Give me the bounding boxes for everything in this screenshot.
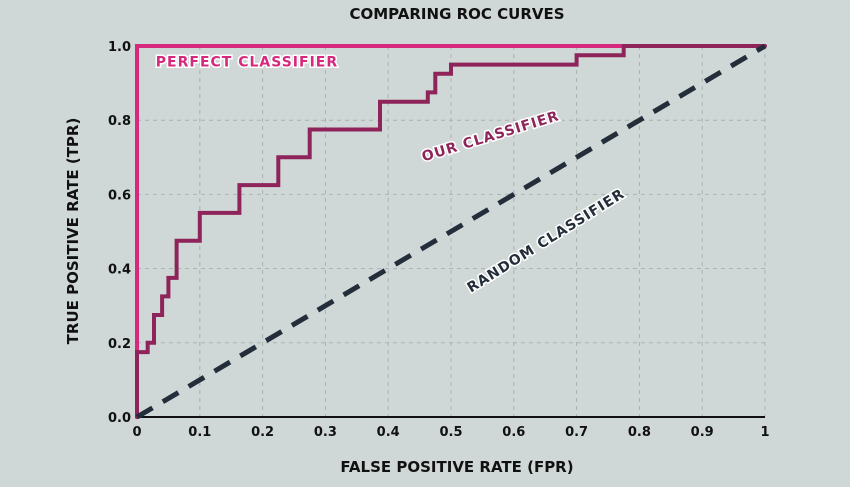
x-tick-label-10: 1 [760,425,769,440]
chart-title: COMPARING ROC CURVES [349,5,564,23]
annotation-random-classifier: RANDOM CLASSIFIER [465,186,628,296]
y-axis-label: TRUE POSITIVE RATE (TPR) [64,118,82,345]
y-tick-label-0: 0.0 [108,411,131,426]
annotation-perfect-classifier: PERFECT CLASSIFIER [156,54,338,70]
y-tick-label-1: 0.2 [108,337,131,352]
annotations: PERFECT CLASSIFIER OUR CLASSIFIER RANDOM C… [154,53,629,298]
series-line-random-classifier [135,43,767,420]
series [135,43,767,420]
x-tick-label-8: 0.8 [628,425,651,440]
x-tick-label-1: 0.1 [188,425,211,440]
x-tick-label-0: 0 [132,425,141,440]
y-tick-label-2: 0.4 [108,263,131,278]
ticks: 0 0.1 0.2 0.3 0.4 0.5 0.6 0.7 0.8 0.9 1 0.0 0.2 0.4 0.… [108,40,770,440]
annotation-our-classifier: OUR CLASSIFIER [420,108,561,165]
x-axis-label: FALSE POSITIVE RATE (FPR) [340,458,573,476]
series-line-perfect-classifier [135,44,623,419]
x-tick-label-2: 0.2 [251,425,274,440]
y-tick-label-4: 0.8 [108,114,131,129]
x-tick-label-9: 0.9 [691,425,714,440]
grid [137,45,766,417]
x-tick-label-7: 0.7 [565,425,588,440]
x-tick-label-4: 0.4 [377,425,400,440]
x-tick-label-6: 0.6 [502,425,525,440]
x-tick-label-5: 0.5 [439,425,462,440]
series-line-our-classifier [135,44,767,419]
x-tick-label-3: 0.3 [314,425,337,440]
y-tick-label-5: 1.0 [108,40,131,55]
y-tick-label-3: 0.6 [108,188,131,203]
